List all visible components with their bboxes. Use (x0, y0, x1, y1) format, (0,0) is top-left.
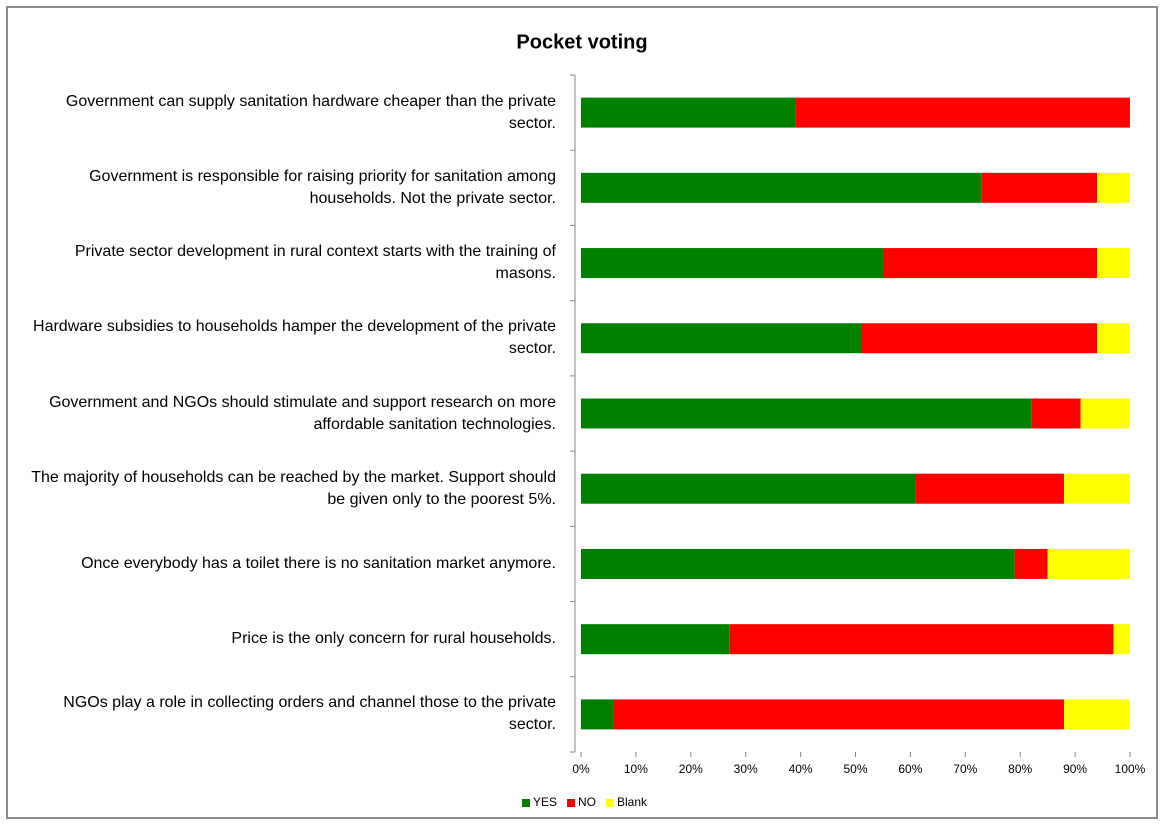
category-label: Private sector development in rural cont… (74, 243, 556, 283)
category-label: Price is the only concern for rural hous… (231, 630, 556, 648)
bar-segment (1080, 398, 1130, 429)
category-label: Government and NGOs should stimulate and… (49, 393, 556, 433)
bar-segment (581, 398, 1032, 429)
bar-segment (1064, 699, 1130, 730)
bar-segment (860, 323, 1098, 354)
x-tick-label: 90% (1063, 762, 1087, 776)
bar-segment (915, 473, 1065, 504)
legend-label: YES (533, 795, 557, 809)
category-label: Government is responsible for raising pr… (89, 167, 556, 207)
bar-segment (581, 473, 916, 504)
legend-label: Blank (617, 795, 648, 809)
x-tick-label: 0% (572, 762, 590, 776)
x-tick-label: 60% (898, 762, 922, 776)
category-label: Government can supply sanitation hardwar… (65, 92, 556, 132)
bar-segment (581, 323, 861, 354)
bar-segment (1113, 624, 1130, 655)
bar-segment (882, 248, 1098, 279)
category-label: Hardware subsidies to households hamper … (33, 318, 556, 358)
bar-segment (1064, 473, 1130, 504)
bar-segment (581, 624, 730, 655)
bar-segment (581, 248, 883, 279)
bar-segment (581, 172, 982, 203)
bar-segment (1031, 398, 1081, 429)
chart-frame (6, 6, 1158, 819)
x-tick-label: 30% (734, 762, 758, 776)
bar-segment (613, 699, 1065, 730)
x-tick-label: 50% (843, 762, 867, 776)
bar-segment (729, 624, 1114, 655)
x-tick-label: 70% (953, 762, 977, 776)
x-tick-label: 100% (1115, 762, 1146, 776)
bar-segment (981, 172, 1098, 203)
category-label: The majority of households can be reache… (31, 468, 556, 508)
x-tick-label: 40% (789, 762, 813, 776)
bar-segment (1097, 248, 1130, 279)
category-label: NGOs play a role in collecting orders an… (63, 694, 556, 734)
bar-segment (581, 97, 796, 128)
bar-segment (1097, 172, 1130, 203)
bar-segment (1014, 548, 1048, 579)
bar-segment (1097, 323, 1130, 354)
bar-segment (1047, 548, 1130, 579)
legend-swatch (522, 799, 530, 807)
bar-segment (581, 699, 614, 730)
legend-swatch (606, 799, 615, 807)
x-tick-label: 10% (624, 762, 648, 776)
x-tick-label: 20% (679, 762, 703, 776)
bar-segment (581, 548, 1015, 579)
legend-label: NO (578, 795, 596, 809)
chart-title: Pocket voting (516, 31, 647, 53)
bar-segment (795, 97, 1130, 128)
legend-swatch (567, 799, 576, 807)
category-label: Once everybody has a toilet there is no … (81, 554, 556, 572)
x-tick-label: 80% (1008, 762, 1032, 776)
